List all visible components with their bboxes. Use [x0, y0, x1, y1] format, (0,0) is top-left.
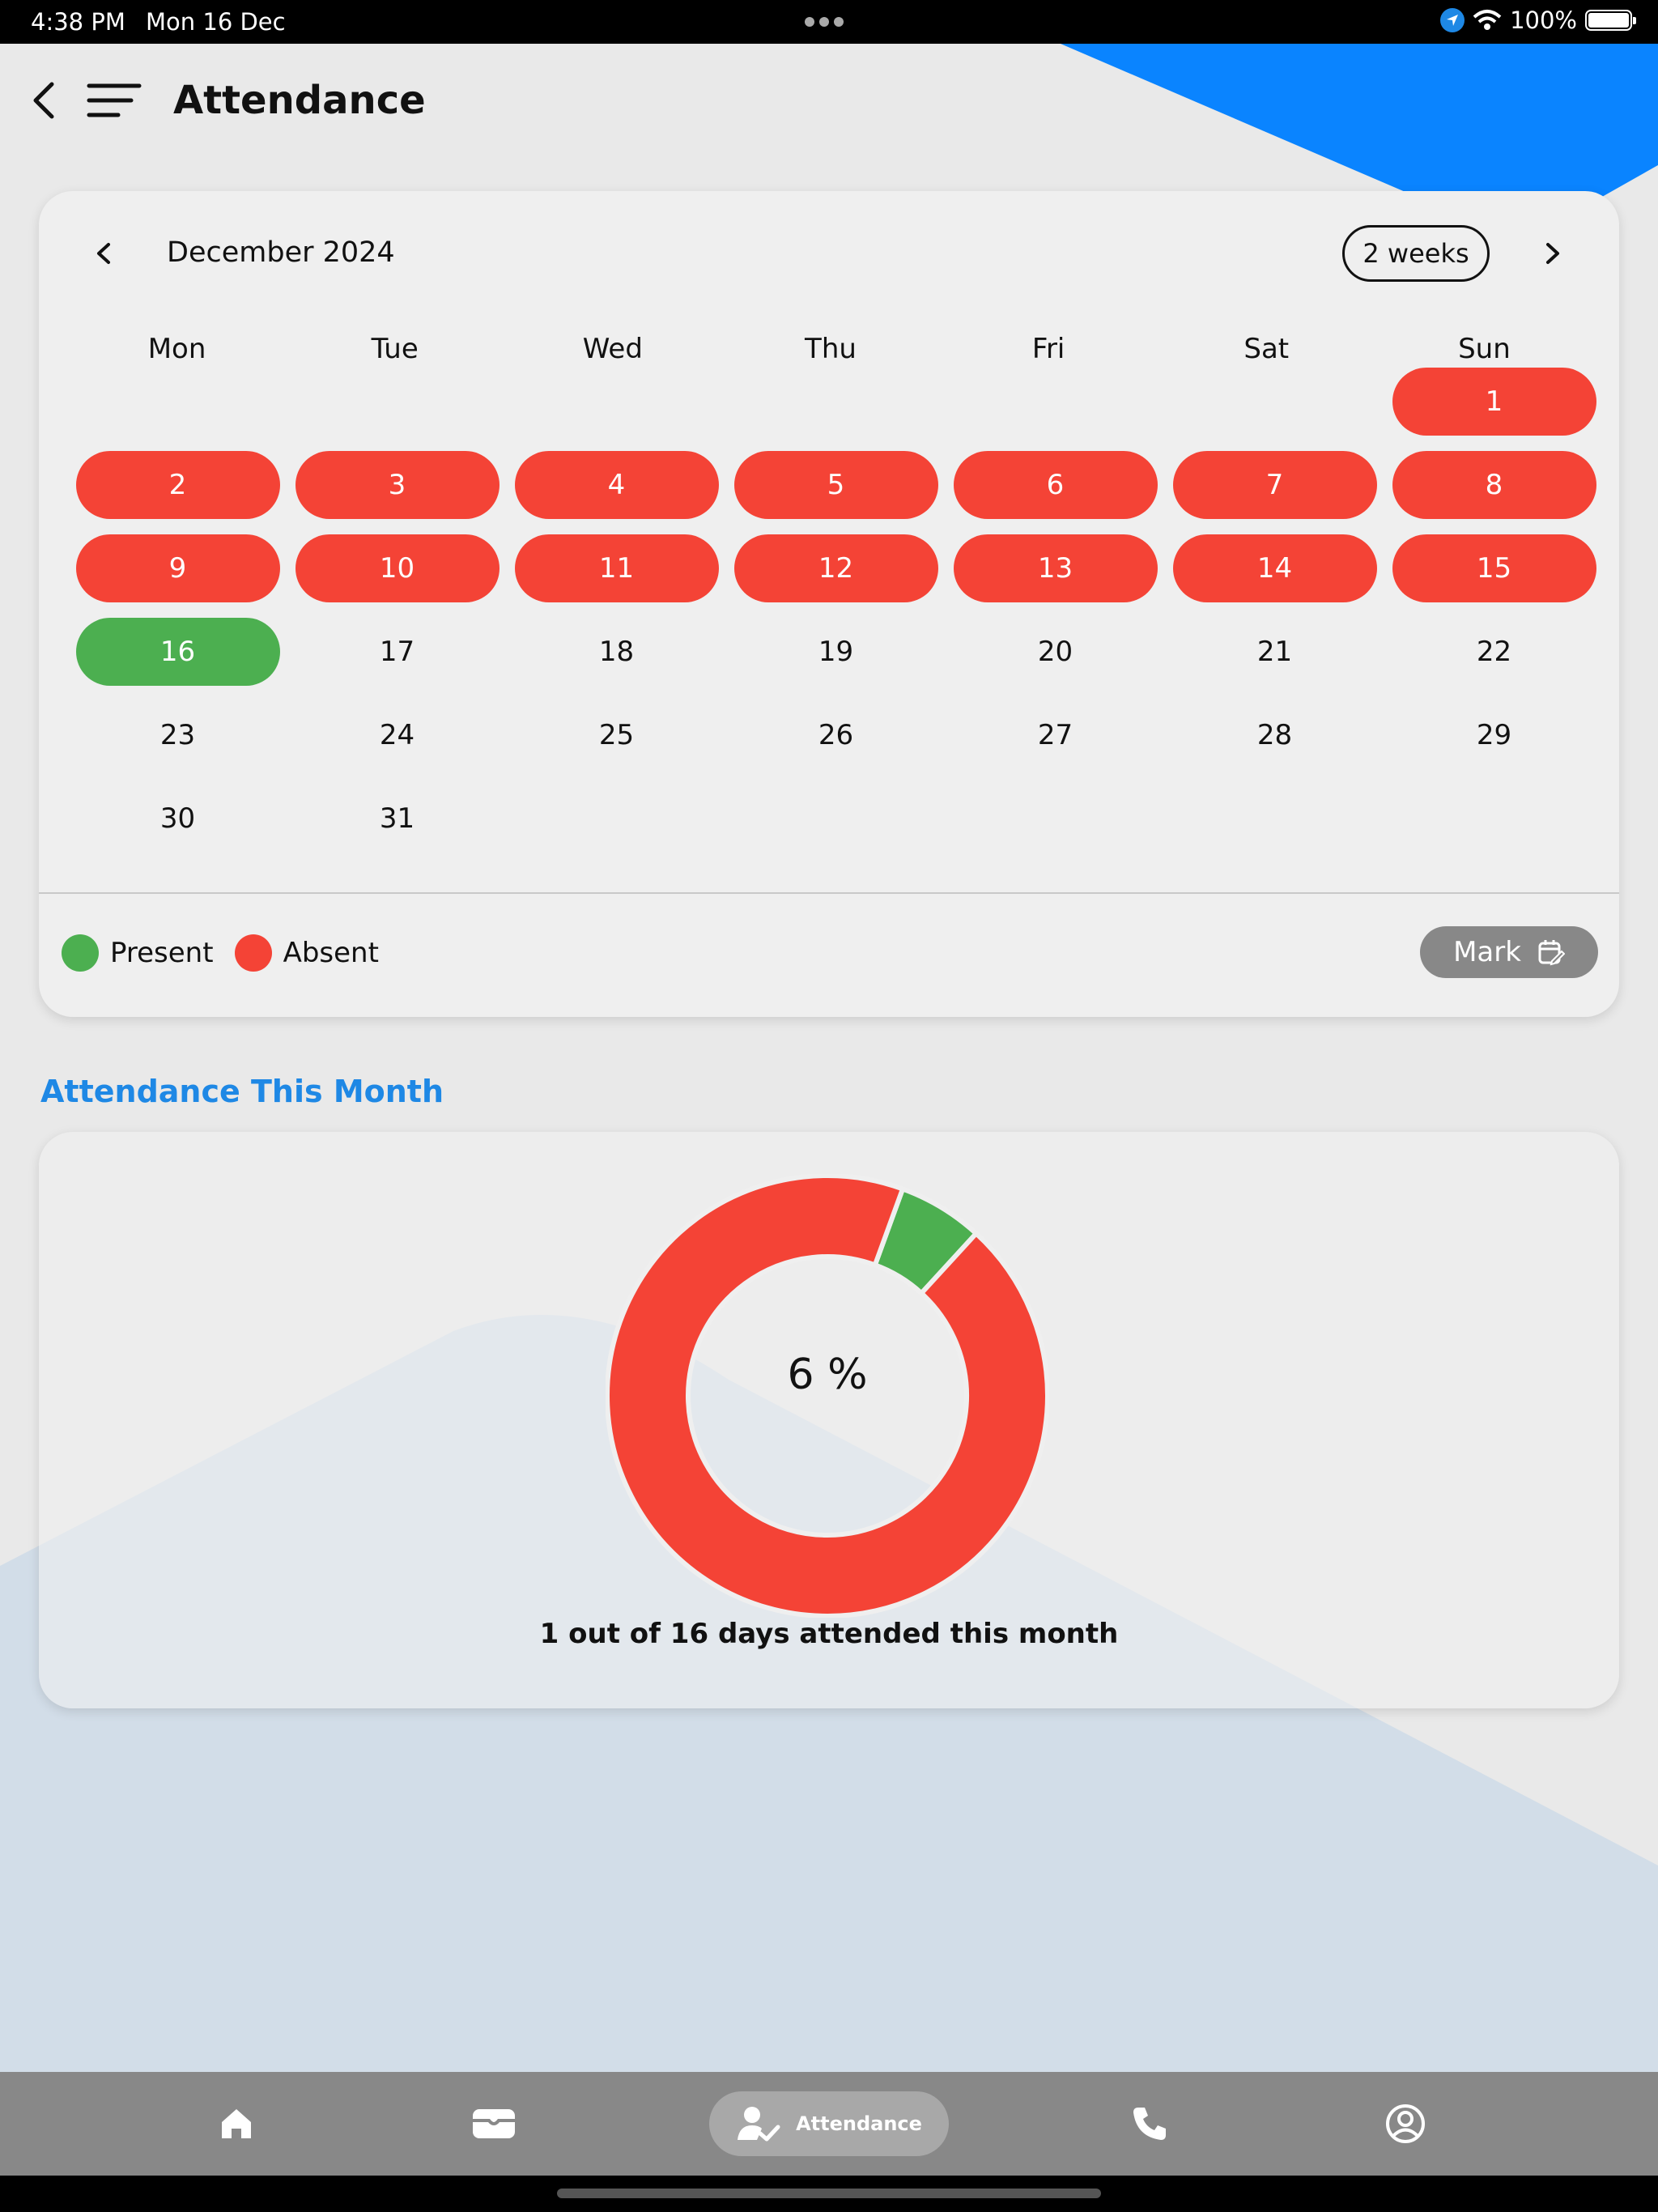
status-time: 4:38 PM [31, 8, 125, 36]
attendance-icon [738, 2107, 780, 2142]
nav-home[interactable] [204, 2091, 269, 2156]
calendar-day[interactable]: 3 [295, 451, 500, 519]
legend-present-label: Present [110, 937, 214, 969]
calendar-day[interactable]: 4 [514, 451, 719, 519]
back-icon[interactable] [24, 76, 65, 125]
calendar-day[interactable]: 28 [1256, 719, 1293, 751]
calendar-day[interactable]: 24 [379, 719, 415, 751]
attendance-chart-card: 6 % 1 out of 16 days attended this month [39, 1132, 1619, 1708]
donut-slice-absent [606, 1174, 1049, 1618]
legend-absent-label: Absent [283, 937, 379, 969]
calendar-month-label: December 2024 [167, 236, 395, 269]
calendar-day[interactable]: 5 [733, 451, 938, 519]
wallet-icon [473, 2109, 515, 2138]
calendar-day[interactable]: 27 [1037, 719, 1073, 751]
calendar-day[interactable]: 26 [818, 719, 854, 751]
calendar-day[interactable]: 30 [159, 802, 196, 835]
app-header: Attendance [0, 44, 1658, 157]
calendar-day[interactable]: 14 [1172, 534, 1377, 602]
status-date: Mon 16 Dec [146, 8, 286, 36]
weekday-label: Fri [1031, 333, 1065, 365]
weekday-label: Wed [582, 333, 643, 365]
calendar-day[interactable]: 9 [75, 534, 280, 602]
calendar-day[interactable]: 10 [295, 534, 500, 602]
multitasking-dots-icon[interactable] [805, 15, 853, 27]
calendar-day[interactable]: 13 [953, 534, 1158, 602]
home-icon [222, 2109, 251, 2138]
calendar-day[interactable]: 18 [598, 636, 635, 668]
absent-dot-icon [234, 934, 272, 972]
calendar-day[interactable]: 1 [1392, 368, 1596, 436]
calendar-edit-icon [1538, 940, 1565, 966]
wifi-icon [1473, 10, 1502, 30]
calendar-day[interactable]: 25 [598, 719, 635, 751]
nav-profile[interactable] [1373, 2091, 1438, 2156]
calendar-day[interactable]: 12 [733, 534, 938, 602]
calendar-day[interactable]: 29 [1476, 719, 1512, 751]
calendar-day[interactable]: 7 [1172, 451, 1377, 519]
status-bar: 4:38 PM Mon 16 Dec 100% [0, 0, 1658, 44]
calendar-day[interactable]: 15 [1392, 534, 1596, 602]
page-title: Attendance [173, 78, 426, 123]
bottom-navigation: Attendance [0, 2072, 1658, 2176]
attendance-caption: 1 out of 16 days attended this month [539, 1618, 1119, 1650]
menu-icon[interactable] [86, 81, 142, 121]
weekday-label: Thu [805, 333, 857, 365]
weekday-label: Mon [147, 333, 206, 365]
calendar-day[interactable]: 31 [379, 802, 415, 835]
battery-icon [1585, 10, 1636, 31]
calendar-day[interactable]: 19 [818, 636, 854, 668]
nav-attendance-label: Attendance [796, 2112, 922, 2135]
section-title: Attendance This Month [40, 1074, 444, 1109]
nav-phone[interactable] [1117, 2091, 1182, 2156]
weekday-label: Sat [1244, 333, 1290, 365]
battery-percent: 100% [1510, 6, 1577, 34]
legend-absent: Absent [234, 934, 379, 972]
home-indicator-bar [0, 2176, 1658, 2212]
calendar-day[interactable]: 16 [75, 618, 280, 686]
phone-icon [1133, 2108, 1166, 2140]
mark-attendance-button[interactable]: Mark [1420, 926, 1598, 978]
weekday-header: Mon Tue Wed Thu Fri Sat Sun [68, 333, 1593, 365]
weekday-label: Tue [371, 333, 419, 365]
calendar-day[interactable]: 17 [379, 636, 415, 668]
weekday-label: Sun [1458, 333, 1511, 365]
nav-attendance[interactable]: Attendance [709, 2091, 949, 2156]
calendar-legend: Present Absent [62, 934, 400, 972]
calendar-day[interactable]: 6 [953, 451, 1158, 519]
profile-icon [1386, 2104, 1425, 2143]
present-dot-icon [62, 934, 99, 972]
calendar-day[interactable]: 21 [1256, 636, 1293, 668]
nav-wallet[interactable] [461, 2091, 526, 2156]
previous-month-button[interactable] [87, 233, 120, 274]
attendance-percent: 6 % [787, 1351, 868, 1399]
legend-present: Present [62, 934, 214, 972]
attendance-donut-chart [606, 1174, 1049, 1618]
location-icon [1440, 8, 1465, 32]
calendar-day[interactable]: 8 [1392, 451, 1596, 519]
home-indicator[interactable] [557, 2189, 1101, 2198]
next-month-button[interactable] [1537, 233, 1569, 274]
divider [39, 892, 1619, 894]
calendar-card: December 2024 2 weeks Mon Tue Wed Thu Fr… [39, 191, 1619, 1017]
calendar-day[interactable]: 11 [514, 534, 719, 602]
calendar-day[interactable]: 2 [75, 451, 280, 519]
calendar-format-button[interactable]: 2 weeks [1342, 225, 1490, 282]
calendar-day[interactable]: 20 [1037, 636, 1073, 668]
calendar-day[interactable]: 22 [1476, 636, 1512, 668]
calendar-day[interactable]: 23 [159, 719, 196, 751]
mark-button-label: Mark [1453, 936, 1521, 968]
